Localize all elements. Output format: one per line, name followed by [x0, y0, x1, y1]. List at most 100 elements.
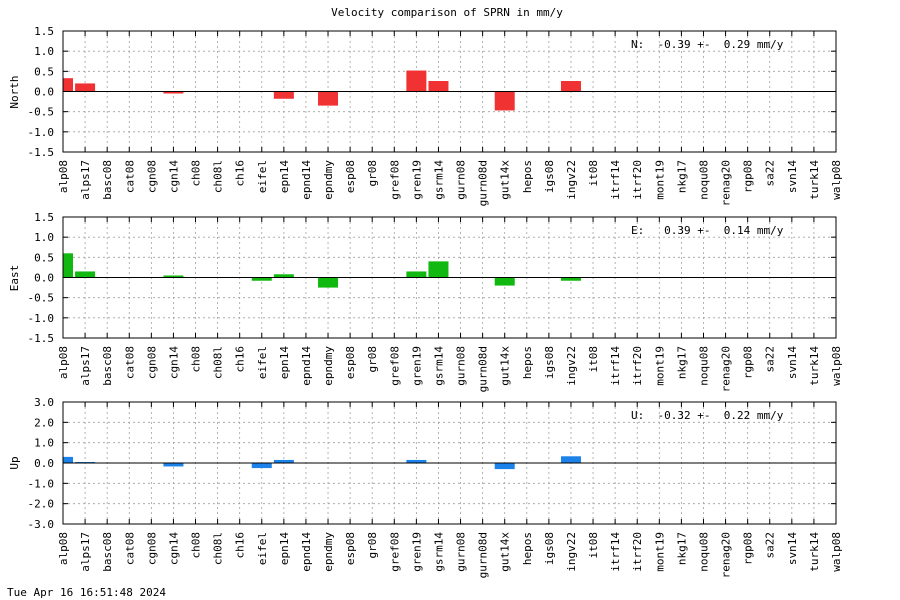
x-tick-label: ingv22 [565, 532, 578, 572]
stat-label: E: 0.39 +- 0.14 mm/y [631, 224, 784, 237]
y-tick-label: 2.0 [34, 416, 54, 429]
bar-gut14x [494, 277, 515, 286]
x-tick-label: cat08 [123, 346, 136, 379]
bar-gren19 [406, 271, 427, 278]
y-tick-label: -1.0 [28, 477, 55, 490]
y-tick-label: -1.0 [28, 312, 55, 325]
x-tick-label: alp08 [57, 160, 70, 193]
y-tick-label: 1.0 [34, 45, 54, 58]
x-tick-label: basc08 [101, 532, 114, 572]
chart-title: Velocity comparison of SPRN in mm/y [331, 6, 563, 19]
x-tick-label: gurn08d [477, 532, 490, 578]
y-axis-label: Up [8, 456, 21, 469]
x-tick-label: epn14 [278, 346, 291, 379]
y-tick-label: -1.5 [28, 332, 55, 345]
x-tick-label: itrf20 [631, 160, 644, 200]
x-tick-label: it08 [587, 532, 600, 559]
x-tick-label: alp08 [57, 532, 70, 565]
x-tick-label: itrf14 [609, 346, 622, 386]
x-tick-label: rgp08 [742, 346, 755, 379]
x-tick-label: cgn08 [145, 346, 158, 379]
x-tick-label: epndmy [322, 160, 335, 200]
x-tick-label: gr08 [366, 160, 379, 187]
y-tick-label: 1.0 [34, 437, 54, 450]
bar-alp08 [63, 78, 73, 92]
x-tick-label: renag20 [720, 532, 733, 578]
y-tick-label: 1.5 [34, 211, 54, 224]
x-tick-label: mont19 [653, 160, 666, 200]
y-tick-label: 0.0 [34, 457, 54, 470]
bar-epn14 [273, 91, 294, 99]
x-tick-label: epn14 [278, 160, 291, 193]
x-tick-label: rgp08 [742, 532, 755, 565]
x-tick-label: alps17 [79, 532, 92, 572]
bar-cgn14 [163, 275, 184, 278]
x-tick-label: itrf14 [609, 160, 622, 200]
x-tick-label: gurn08 [455, 532, 468, 572]
plot-border [62, 216, 837, 339]
x-tick-label: sa22 [764, 160, 777, 187]
x-tick-label: itrf20 [631, 346, 644, 386]
y-tick-label: 0.0 [34, 272, 54, 285]
x-tick-label: ch08l [212, 532, 225, 565]
bar-eifel [251, 463, 272, 469]
bar-ingv22 [560, 81, 581, 92]
x-tick-label: epnd14 [300, 346, 313, 386]
x-tick-label: ch08l [212, 160, 225, 193]
x-tick-label: sa22 [764, 346, 777, 373]
x-tick-label: cat08 [123, 532, 136, 565]
x-tick-label: svn14 [786, 532, 799, 565]
east-panel: -1.5 -1.0 -0.5 0.0 0.5 1.0 1.5 alp08 alps17 basc0… [8, 211, 843, 392]
y-tick-label: -2.0 [28, 498, 55, 511]
x-tick-label: igs08 [543, 160, 556, 193]
x-tick-label: gren19 [410, 160, 423, 200]
x-tick-label: cat08 [123, 160, 136, 193]
x-tick-label: mont19 [653, 532, 666, 572]
bar-gut14x [494, 463, 515, 470]
x-tick-label: alp08 [57, 346, 70, 379]
bar-ingv22 [560, 456, 581, 463]
x-tick-label: ch16 [234, 532, 247, 559]
x-tick-label: basc08 [101, 346, 114, 386]
x-tick-label: hepos [521, 532, 534, 565]
bar-epndmy [318, 277, 339, 288]
y-tick-label: -3.0 [28, 518, 55, 531]
x-tick-label: ch16 [234, 346, 247, 373]
x-tick-label: alps17 [79, 160, 92, 200]
x-tick-label: turk14 [808, 160, 821, 200]
bar-alps17 [75, 461, 96, 463]
x-tick-label: svn14 [786, 160, 799, 193]
x-tick-label: ch08 [190, 160, 203, 187]
x-tick-label: gref08 [388, 346, 401, 386]
y-tick-label: 0.5 [34, 65, 54, 78]
bar-gsrm14 [428, 261, 449, 278]
x-tick-label: eifel [256, 346, 269, 379]
x-tick-label: gren19 [410, 346, 423, 386]
x-tick-label: gsrm14 [432, 532, 445, 572]
x-tick-label: gr08 [366, 532, 379, 559]
bar-cgn14 [163, 463, 184, 467]
x-tick-label: cgn14 [167, 532, 180, 565]
x-tick-label: rgp08 [742, 160, 755, 193]
stat-label: N: -0.39 +- 0.29 mm/y [631, 38, 784, 51]
x-tick-label: epn14 [278, 532, 291, 565]
x-tick-label: mont19 [653, 346, 666, 386]
bar-eifel [251, 277, 272, 281]
x-tick-label: gut14x [499, 532, 512, 572]
x-tick-label: noqu08 [697, 346, 710, 386]
x-tick-label: hepos [521, 346, 534, 379]
y-axis-label: East [8, 265, 21, 292]
x-tick-label: ch08 [190, 346, 203, 373]
x-tick-label: walp08 [830, 346, 843, 386]
x-tick-label: esp08 [344, 160, 357, 193]
x-tick-label: gref08 [388, 532, 401, 572]
x-tick-label: alps17 [79, 346, 92, 386]
x-tick-label: walp08 [830, 532, 843, 572]
x-tick-label: it08 [587, 160, 600, 187]
x-tick-label: igs08 [543, 346, 556, 379]
bar-alp08 [63, 253, 73, 278]
x-tick-label: epnd14 [300, 532, 313, 572]
timestamp: Tue Apr 16 16:51:48 2024 [7, 586, 166, 599]
bar-epndmy [318, 91, 339, 106]
